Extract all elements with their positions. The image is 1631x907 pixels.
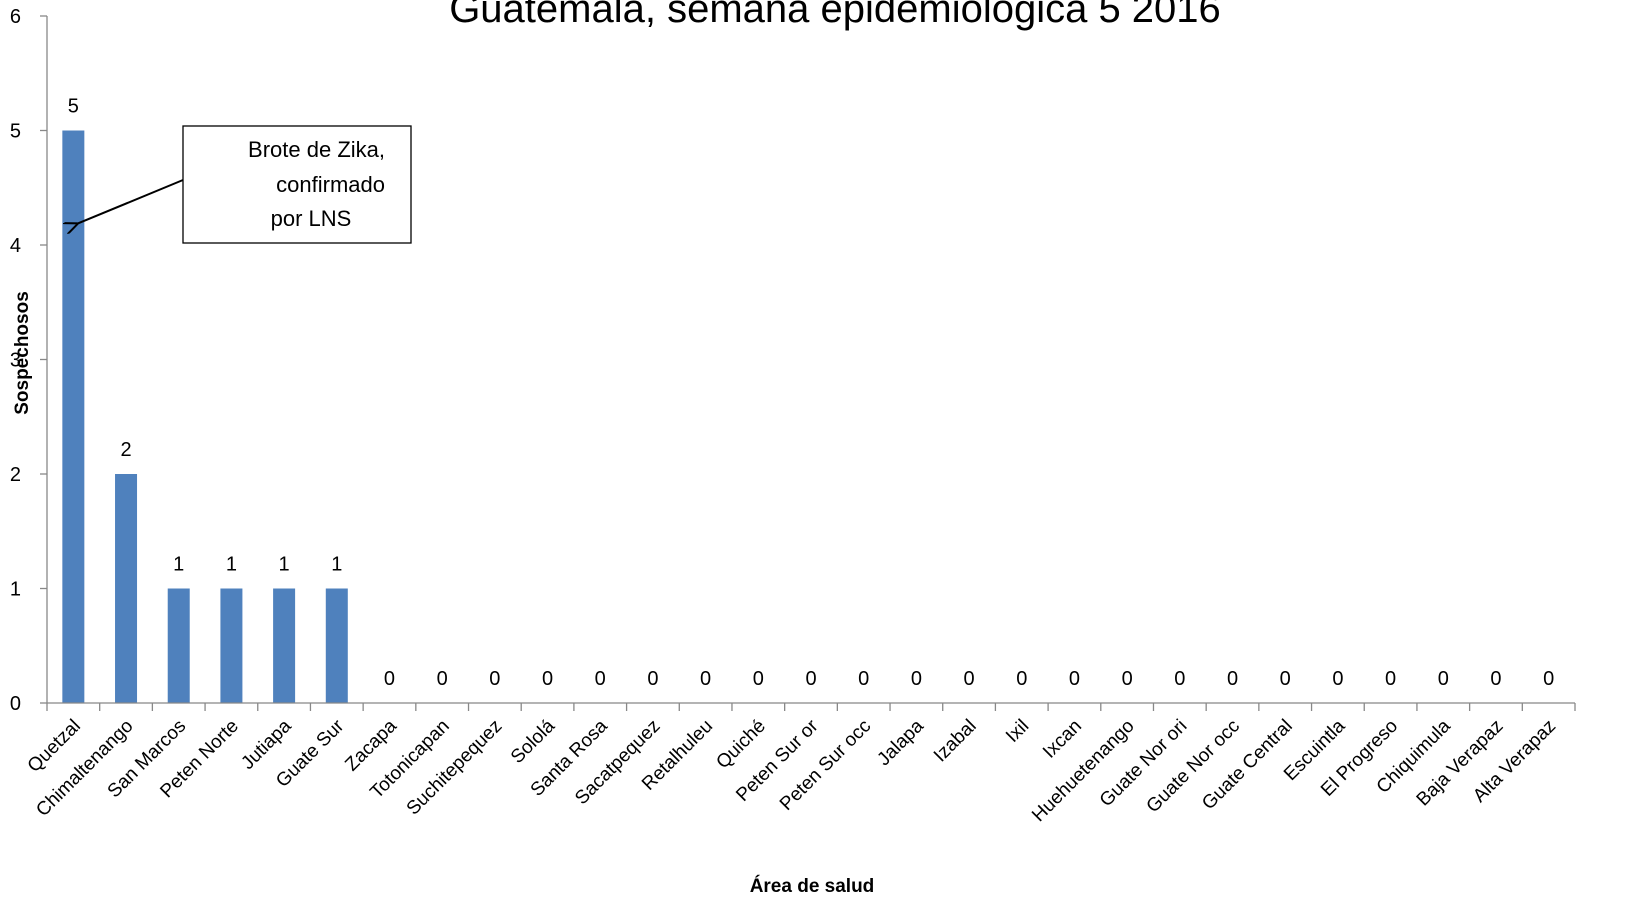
y-axis-title: Sospechosos (12, 291, 33, 415)
data-label: 0 (858, 668, 869, 690)
data-label: 0 (1385, 668, 1396, 690)
bar (220, 588, 243, 703)
data-label: 0 (1280, 668, 1291, 690)
data-label: 0 (753, 668, 764, 690)
y-tick-label: 4 (10, 235, 21, 257)
x-tick-label: Peten Sur occ (776, 716, 875, 815)
data-label: 1 (331, 554, 342, 576)
annotation-line-1: Brote de Zika, (248, 137, 385, 162)
bar (273, 588, 296, 703)
data-label: 0 (1438, 668, 1449, 690)
chart-title: Guatemala, semana epidemiológica 5 2016 (449, 0, 1221, 31)
data-label: 0 (700, 668, 711, 690)
bar (62, 130, 85, 703)
x-tick-label: Izabal (930, 716, 981, 767)
data-labels: 5 2 1 1 1 1 0 0 0 0 0 0 0 0 0 0 0 0 0 0 0 0 0 0 0 0 0 0 0 (68, 96, 1554, 691)
data-label: 0 (1174, 668, 1185, 690)
y-tick-label: 3 (10, 350, 21, 372)
data-label: 0 (1069, 668, 1080, 690)
annotation-box (182, 125, 412, 244)
y-tick-label: 1 (10, 579, 21, 601)
bar (325, 588, 348, 703)
y-tick-label: 2 (10, 464, 21, 486)
data-label: 0 (805, 668, 816, 690)
x-tick-label: Jalapa (873, 715, 928, 770)
x-axis-title: Área de salud (750, 875, 875, 897)
data-label: 0 (1122, 668, 1133, 690)
data-label: 1 (173, 554, 184, 576)
axes (40, 15, 1576, 711)
data-label: 0 (1016, 668, 1027, 690)
x-tick-label: Ixil (1002, 716, 1033, 747)
y-tick-label: 6 (10, 6, 21, 28)
data-label: 0 (542, 668, 553, 690)
data-label: 1 (226, 554, 237, 576)
bar (115, 474, 138, 703)
y-tick-labels: 0 1 2 3 4 5 6 (10, 6, 21, 715)
y-tick-label: 0 (10, 693, 21, 715)
x-tick-label: Guate Central (1198, 716, 1296, 814)
data-label: 0 (437, 668, 448, 690)
annotation-arrow (76, 179, 184, 224)
bars (62, 130, 348, 703)
annotation-line-2: confirmado (276, 172, 385, 197)
data-label: 0 (1332, 668, 1343, 690)
data-label: 5 (68, 96, 79, 118)
annotation-line-3: por LNS (271, 206, 352, 231)
x-tick-label: Suchitepequez (403, 716, 507, 820)
data-label: 0 (595, 668, 606, 690)
data-label: 0 (1490, 668, 1501, 690)
data-label: 1 (279, 554, 290, 576)
data-label: 0 (384, 668, 395, 690)
bar (167, 588, 190, 703)
data-label: 0 (489, 668, 500, 690)
data-label: 2 (120, 439, 131, 461)
y-tick-label: 5 (10, 121, 21, 143)
x-tick-label: Ixcan (1039, 716, 1086, 763)
annotation-callout: Brote de Zika, confirmado por LNS (76, 125, 412, 244)
data-label: 0 (964, 668, 975, 690)
x-tick-label: Guate Nor occ (1143, 716, 1244, 817)
data-label: 0 (1543, 668, 1554, 690)
data-label: 0 (647, 668, 658, 690)
data-label: 0 (911, 668, 922, 690)
data-label: 0 (1227, 668, 1238, 690)
